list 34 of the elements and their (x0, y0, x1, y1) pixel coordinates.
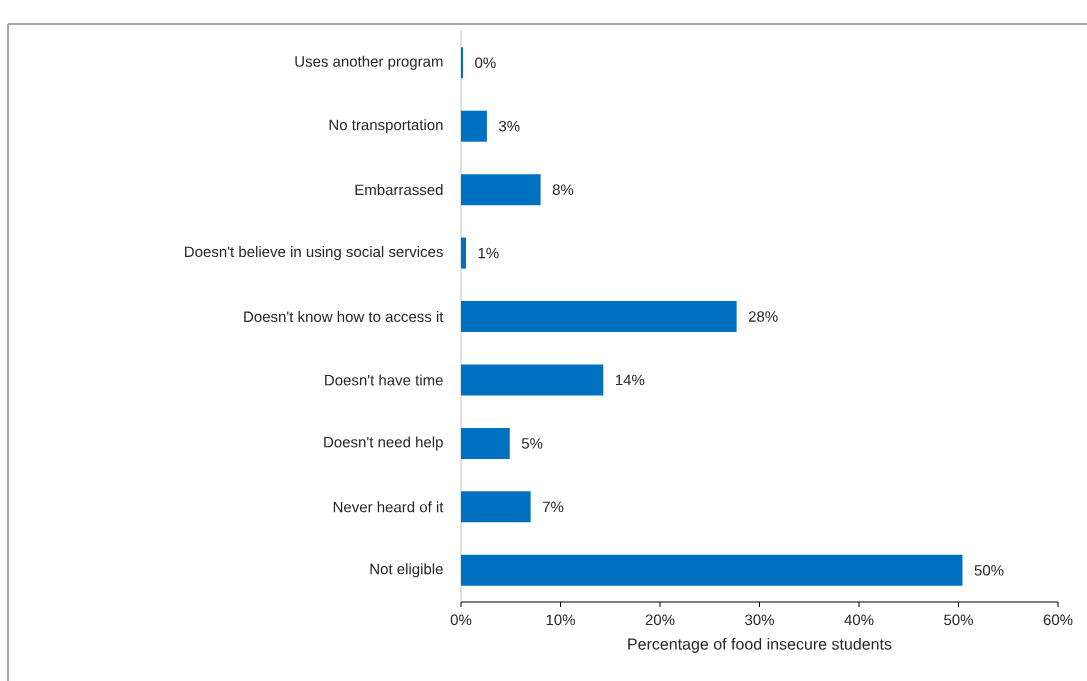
bar (461, 427, 510, 459)
data-label: 3% (498, 120, 520, 132)
data-label: 7% (542, 501, 564, 513)
x-tick-label: 10% (546, 614, 575, 626)
x-tick-label: 60% (1043, 614, 1073, 626)
x-tick-label: 40% (844, 614, 874, 626)
y-tick-label: Doesn't need help (324, 436, 443, 451)
y-tick-label: Not eligible (370, 563, 443, 578)
y-tick-label: Doesn't have time (325, 374, 443, 386)
y-tick-label: Never heard of it (333, 501, 444, 513)
bar (461, 364, 604, 396)
data-label: 28% (748, 311, 778, 322)
bar (461, 110, 487, 142)
x-tick-label: 20% (645, 614, 675, 626)
y-tick-label: Doesn't know how to access it (244, 311, 444, 323)
data-label: 8% (552, 184, 574, 195)
bar (461, 174, 541, 206)
data-label: 5% (521, 438, 543, 449)
y-tick-label: Embarrassed (355, 184, 443, 196)
data-label: 50% (974, 564, 1004, 576)
x-tick-label: 50% (944, 614, 973, 626)
bar (461, 237, 466, 269)
x-tick-label: 0% (450, 614, 472, 626)
bar (461, 301, 737, 333)
y-tick-label: No transportation (329, 119, 443, 134)
data-label: 1% (478, 247, 499, 259)
bar (461, 554, 963, 586)
data-label: 0% (475, 57, 496, 69)
x-tick-label: 30% (745, 614, 774, 626)
data-label: 14% (615, 374, 645, 386)
bar (461, 491, 531, 523)
y-tick-label: Doesn't believe in using social services (185, 246, 443, 261)
y-tick-label: Uses another program (295, 55, 443, 70)
x-axis-title: Percentage of food insecure students (628, 638, 892, 653)
